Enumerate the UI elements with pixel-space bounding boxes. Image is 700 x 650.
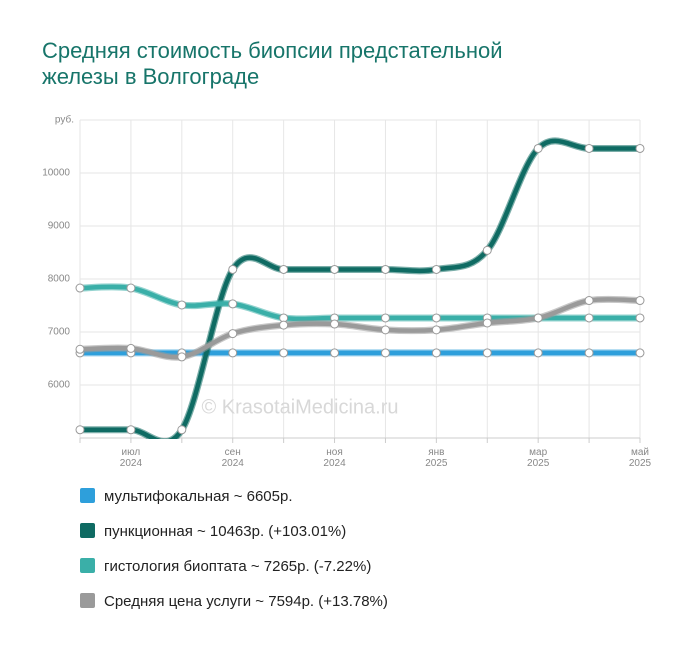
point: [279, 348, 289, 358]
point: [126, 283, 136, 293]
legend-label: гистология биоптата ~ 7265р. (-7.22%): [104, 558, 372, 575]
legend-swatch: [80, 593, 95, 608]
series-line: [79, 296, 641, 360]
point: [431, 325, 441, 335]
legend-item: Средняя цена услуги ~ 7594р. (+13.78%): [80, 593, 388, 610]
point: [177, 300, 187, 310]
x-tick-label: сен 2024: [221, 447, 244, 469]
point: [279, 264, 289, 274]
point: [584, 296, 594, 306]
point: [584, 143, 594, 153]
x-tick-label: мар 2025: [527, 447, 550, 469]
point: [431, 264, 441, 274]
y-tick-label: 6000: [48, 380, 71, 391]
point: [584, 313, 594, 323]
y-tick-label: 7000: [48, 327, 71, 338]
point: [177, 352, 187, 362]
point: [228, 329, 238, 339]
legend-swatch: [80, 523, 95, 538]
point: [177, 425, 187, 435]
point: [126, 343, 136, 353]
point: [431, 313, 441, 323]
y-tick-label: 8000: [48, 274, 71, 285]
point: [75, 283, 85, 293]
point: [380, 313, 390, 323]
y-tick-label: 10000: [42, 168, 70, 179]
point: [635, 143, 645, 153]
legend-item: мультифокальная ~ 6605р.: [80, 488, 293, 505]
point: [584, 348, 594, 358]
x-tick-label: янв 2025: [425, 447, 448, 469]
point: [380, 264, 390, 274]
legend-item: гистология биоптата ~ 7265р. (-7.22%): [80, 558, 371, 575]
point: [431, 348, 441, 358]
point: [228, 299, 238, 309]
legend-label: мультифокальная ~ 6605р.: [104, 488, 293, 505]
point: [228, 264, 238, 274]
point: [635, 313, 645, 323]
point: [482, 245, 492, 255]
legend-swatch: [80, 488, 95, 503]
point: [635, 296, 645, 306]
point: [380, 348, 390, 358]
x-tick-label: ноя 2024: [323, 447, 346, 469]
chart-title: Средняя стоимость биопсии предстательной…: [42, 38, 503, 89]
point: [330, 348, 340, 358]
point: [228, 348, 238, 358]
x-tick-label: июл 2024: [119, 447, 143, 469]
y-tick-label: 9000: [48, 221, 71, 232]
point: [380, 325, 390, 335]
point: [482, 318, 492, 328]
legend-item: пункционная ~ 10463р. (+103.01%): [80, 523, 346, 540]
legend-label: Средняя цена услуги ~ 7594р. (+13.78%): [104, 593, 388, 610]
point: [482, 348, 492, 358]
legend-label: пункционная ~ 10463р. (+103.01%): [104, 523, 347, 540]
legend-swatch: [80, 558, 95, 573]
point: [635, 348, 645, 358]
x-tick-label: май 2025: [628, 447, 652, 469]
point: [533, 348, 543, 358]
point: [533, 313, 543, 323]
point: [126, 425, 136, 435]
point: [330, 264, 340, 274]
point: [279, 320, 289, 330]
point: [75, 344, 85, 354]
point: [330, 319, 340, 329]
watermark: © KrasotaiMedicina.ru: [201, 396, 398, 418]
point: [75, 425, 85, 435]
y-axis-label: руб.: [55, 114, 74, 126]
point: [533, 143, 543, 153]
